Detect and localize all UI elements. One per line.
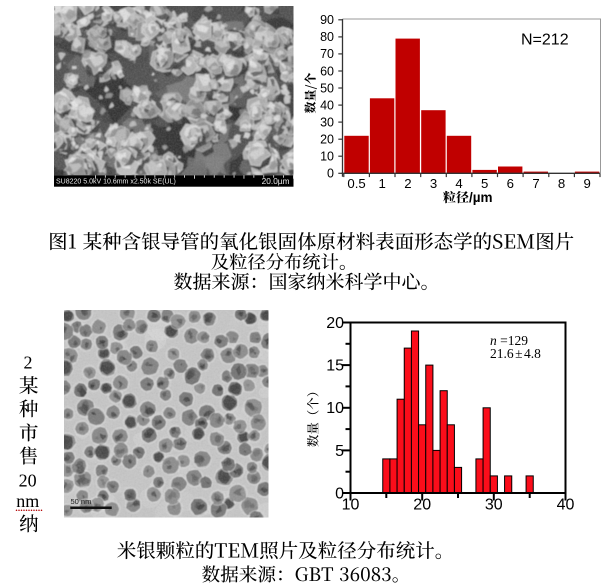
svg-text:10: 10 (320, 150, 334, 164)
svg-text:20: 20 (320, 133, 334, 147)
svg-text:20.0µm: 20.0µm (262, 176, 290, 186)
svg-text:40: 40 (320, 98, 334, 112)
svg-text:2: 2 (24, 353, 33, 373)
svg-text:8: 8 (558, 176, 565, 191)
svg-text:3: 3 (430, 176, 437, 191)
svg-text:/µm: /µm (469, 190, 493, 205)
svg-text:90: 90 (320, 13, 334, 27)
svg-text:80: 80 (320, 30, 334, 44)
svg-text:20: 20 (413, 497, 431, 514)
svg-text:1: 1 (379, 176, 386, 191)
svg-text:10: 10 (342, 497, 360, 514)
svg-text:7: 7 (532, 176, 539, 191)
svg-text:21.6±4.8: 21.6 ±4.8 (490, 346, 541, 361)
svg-text:10: 10 (326, 400, 344, 417)
svg-text:20: 20 (326, 315, 344, 332)
svg-text:n =129: n =129 (490, 333, 528, 348)
svg-text:40: 40 (557, 497, 575, 514)
svg-text:50 nm: 50 nm (71, 497, 92, 506)
svg-text:4: 4 (455, 176, 462, 191)
svg-text:9: 9 (584, 176, 591, 191)
svg-text:N=212: N=212 (521, 32, 569, 49)
svg-text:30: 30 (485, 497, 503, 514)
svg-text:50: 50 (320, 81, 334, 95)
svg-text:70: 70 (320, 47, 334, 61)
svg-text:0: 0 (335, 486, 344, 503)
svg-text:0.5: 0.5 (347, 176, 365, 191)
svg-text:nm: nm (16, 491, 39, 511)
svg-text:0: 0 (327, 167, 334, 181)
svg-text:5: 5 (335, 443, 344, 460)
svg-text:30: 30 (320, 115, 334, 129)
svg-text:5: 5 (481, 176, 488, 191)
svg-text:6: 6 (507, 176, 514, 191)
svg-text:20: 20 (19, 471, 37, 491)
svg-text:60: 60 (320, 64, 334, 78)
svg-text:SU8220 5.0kV 10.6mm x2.50k SE(: SU8220 5.0kV 10.6mm x2.50k SE(UL) (56, 179, 176, 186)
svg-text:15: 15 (326, 358, 344, 375)
svg-text:2: 2 (404, 176, 411, 191)
